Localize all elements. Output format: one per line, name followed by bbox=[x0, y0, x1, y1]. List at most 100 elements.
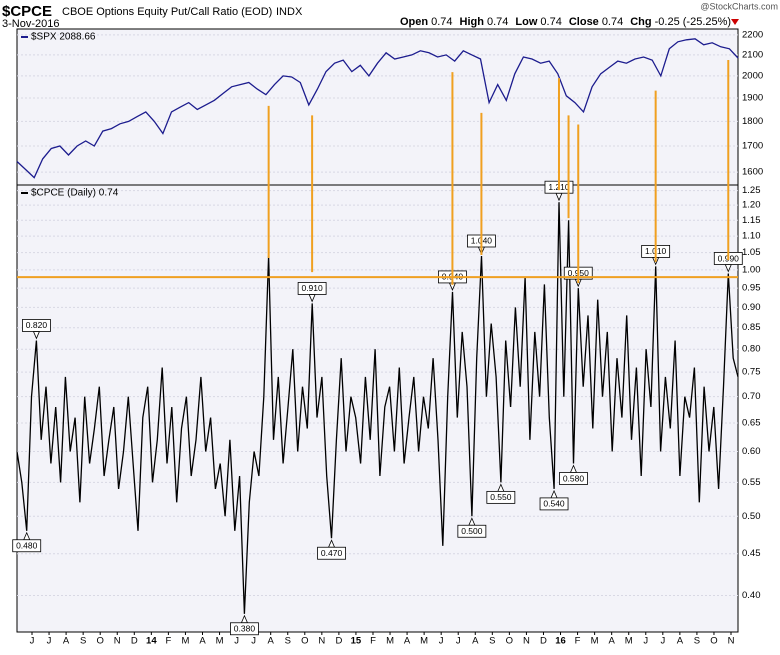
callout-box bbox=[486, 490, 516, 504]
x-tick-label: D bbox=[335, 636, 342, 647]
x-tick-label: M bbox=[420, 636, 428, 647]
x-tick-label: A bbox=[404, 636, 411, 647]
x-tick-label: N bbox=[318, 636, 325, 647]
callout-box bbox=[12, 539, 42, 553]
x-tick-label: S bbox=[285, 636, 291, 647]
y-tick-label: 0.85 bbox=[742, 322, 761, 333]
x-tick-label: S bbox=[80, 636, 86, 647]
exchange: INDX bbox=[276, 6, 303, 18]
callout-box bbox=[559, 472, 588, 485]
y-tick-label: 0.90 bbox=[742, 302, 761, 313]
y-tick-label: 2100 bbox=[742, 49, 763, 60]
callout-label: 0.470 bbox=[321, 548, 343, 558]
y-tick-label: 1.20 bbox=[742, 200, 761, 211]
x-tick-label: J bbox=[643, 636, 648, 647]
x-tick-label: J bbox=[456, 636, 461, 647]
y-tick-label: 1900 bbox=[742, 93, 763, 104]
callout-label: 0.820 bbox=[26, 320, 48, 330]
x-tick-label: A bbox=[472, 636, 479, 647]
x-tick-label: 15 bbox=[351, 636, 362, 647]
y-tick-label: 1600 bbox=[742, 167, 763, 178]
x-tick-label: A bbox=[608, 636, 615, 647]
x-tick-label: N bbox=[728, 636, 735, 647]
x-tick-label: 16 bbox=[555, 636, 566, 647]
legend-text: $CPCE (Daily) 0.74 bbox=[31, 188, 119, 199]
quote-value: -0.25 (-25.25%) bbox=[655, 16, 731, 28]
symbol: $CPCE bbox=[2, 3, 52, 20]
layer: 1600 1700 1800 1900 2000 2100 2200 $SPX 2088.66… bbox=[12, 29, 763, 647]
quote-label: Close bbox=[569, 16, 599, 28]
y-tick-label: 1700 bbox=[742, 141, 763, 152]
plot-area bbox=[16, 28, 739, 633]
callout-label: 0.550 bbox=[490, 492, 512, 502]
x-tick-label: M bbox=[591, 636, 599, 647]
x-tick-label: F bbox=[165, 636, 171, 647]
x-tick-label: O bbox=[301, 636, 308, 647]
x-tick-label: J bbox=[47, 636, 52, 647]
credit: @StockCharts.com bbox=[700, 1, 778, 11]
callout-box bbox=[230, 622, 259, 636]
y-tick-label: 1.15 bbox=[742, 215, 761, 226]
x-tick-label: M bbox=[386, 636, 394, 647]
x-tick-label: J bbox=[234, 636, 239, 647]
chart-title: CBOE Options Equity Put/Call Ratio (EOD) bbox=[62, 6, 272, 18]
y-tick-label: 1.00 bbox=[742, 264, 761, 275]
quote: Open 0.74 High 0.74 Low 0.74 Close 0.74 Chg -0.25… bbox=[400, 16, 731, 28]
callout-box bbox=[22, 319, 51, 332]
callout-box bbox=[457, 524, 487, 538]
callout-label: 0.500 bbox=[461, 526, 483, 536]
y-tick-label: 0.95 bbox=[742, 283, 761, 294]
y-tick-label: 0.65 bbox=[742, 418, 761, 429]
x-tick-label: J bbox=[30, 636, 35, 647]
y-tick-label: 2000 bbox=[742, 70, 763, 81]
x-tick-label: M bbox=[216, 636, 224, 647]
y-tick-label: 0.40 bbox=[742, 590, 761, 601]
y-tick-label: 0.70 bbox=[742, 391, 761, 402]
callout-box bbox=[317, 546, 346, 560]
quote-value: 0.74 bbox=[487, 16, 508, 28]
x-tick-label: A bbox=[677, 636, 684, 647]
date: 3-Nov-2016 bbox=[2, 18, 59, 30]
callout-label: 0.910 bbox=[301, 283, 323, 293]
y-tick-label: 1.25 bbox=[742, 185, 761, 196]
y-tick-label: 0.45 bbox=[742, 548, 761, 559]
x-tick-label: S bbox=[489, 636, 495, 647]
x-tick-label: O bbox=[506, 636, 513, 647]
x-tick-label: F bbox=[370, 636, 376, 647]
x-tick-label: 14 bbox=[146, 636, 157, 647]
callout-box bbox=[539, 497, 569, 511]
quote-label: Low bbox=[515, 16, 537, 28]
series-line bbox=[16, 202, 739, 614]
x-tick-label: J bbox=[251, 636, 256, 647]
x-tick-label: A bbox=[268, 636, 275, 647]
y-tick-label: 1.10 bbox=[742, 231, 761, 242]
quote-value: 0.74 bbox=[540, 16, 561, 28]
callout-label: 0.380 bbox=[234, 624, 256, 634]
callout-box bbox=[297, 282, 327, 295]
x-tick-label: J bbox=[660, 636, 665, 647]
callout-label: 0.540 bbox=[543, 499, 565, 509]
x-tick-label: N bbox=[523, 636, 530, 647]
y-tick-label: 2200 bbox=[742, 29, 763, 40]
quote-value: 0.74 bbox=[602, 16, 623, 28]
x-tick-label: S bbox=[694, 636, 700, 647]
y-tick-label: 1800 bbox=[742, 116, 763, 127]
y-tick-label: 0.60 bbox=[742, 446, 761, 457]
y-tick-label: 0.55 bbox=[742, 477, 761, 488]
y-tick-label: 0.75 bbox=[742, 367, 761, 378]
quote-label: Chg bbox=[630, 16, 651, 28]
x-tick-label: O bbox=[97, 636, 104, 647]
quote-label: Open bbox=[400, 16, 428, 28]
down-arrow bbox=[731, 19, 739, 25]
x-tick-label: D bbox=[131, 636, 138, 647]
quote-value: 0.74 bbox=[431, 16, 452, 28]
callout-label: 0.480 bbox=[16, 541, 38, 551]
x-tick-label: M bbox=[181, 636, 189, 647]
x-tick-label: N bbox=[114, 636, 121, 647]
series-line bbox=[16, 38, 739, 179]
x-tick-label: A bbox=[63, 636, 70, 647]
y-tick-label: 1.05 bbox=[742, 247, 761, 258]
y-tick-label: 0.50 bbox=[742, 511, 761, 522]
callout-label: 0.580 bbox=[563, 473, 585, 483]
